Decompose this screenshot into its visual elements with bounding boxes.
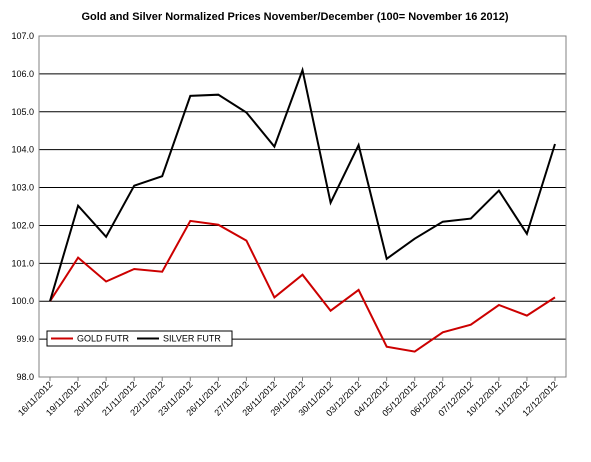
y-tick-label: 105.0 bbox=[11, 107, 34, 117]
gold-series-line bbox=[49, 219, 556, 353]
legend-label-gold: GOLD FUTR bbox=[77, 334, 130, 344]
y-tick-label: 103.0 bbox=[11, 183, 34, 193]
legend: GOLD FUTR SILVER FUTR bbox=[46, 330, 233, 347]
y-tick-label: 102.0 bbox=[11, 220, 34, 230]
y-tick-label: 100.0 bbox=[11, 296, 34, 306]
y-tick-label: 106.0 bbox=[11, 69, 34, 79]
silver-series-line bbox=[49, 66, 556, 302]
series-lines bbox=[49, 66, 556, 353]
y-tick-label: 104.0 bbox=[11, 145, 34, 155]
legend-label-silver: SILVER FUTR bbox=[163, 334, 221, 344]
y-tick-label: 101.0 bbox=[11, 258, 34, 268]
y-tick-label: 107.0 bbox=[11, 31, 34, 41]
y-tick-label: 98.0 bbox=[16, 372, 34, 382]
y-tick-label: 99.0 bbox=[16, 334, 34, 344]
chart-title: Gold and Silver Normalized Prices Novemb… bbox=[81, 11, 508, 23]
y-axis-tick-labels: 98.0 99.0 100.0 101.0 102.0 103.0 104.0 105.0 10… bbox=[11, 31, 34, 382]
